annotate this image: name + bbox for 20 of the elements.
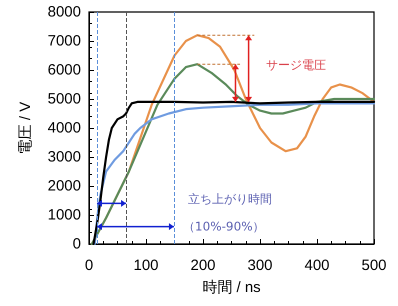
y-tick-label: 8000	[48, 4, 81, 20]
y-tick-label: 2000	[48, 178, 81, 194]
x-tick-label: 100	[133, 257, 159, 274]
annotation: （10%-90%）	[182, 220, 265, 234]
annotation: 立ち上がり時間	[188, 192, 272, 206]
annotation: サージ電圧	[266, 58, 326, 72]
x-axis-title: 時間 / ns	[202, 279, 261, 296]
y-tick-label: 1000	[48, 206, 81, 224]
x-tick-label: 200	[190, 257, 216, 274]
x-tick-label: 400	[304, 257, 330, 274]
x-tick-label: 300	[247, 257, 273, 274]
y-tick-label: 5000	[48, 90, 81, 108]
y-tick-label: 7000	[48, 32, 81, 50]
y-tick-label: 6000	[48, 62, 81, 78]
y-tick-label: 4000	[48, 120, 81, 136]
y-tick-label: 0	[72, 236, 81, 252]
x-tick-label: 0	[84, 257, 94, 274]
y-tick-label: 3000	[48, 148, 81, 166]
y-axis-title: 電圧 / V	[17, 102, 34, 154]
x-tick-label: 500	[361, 257, 387, 274]
